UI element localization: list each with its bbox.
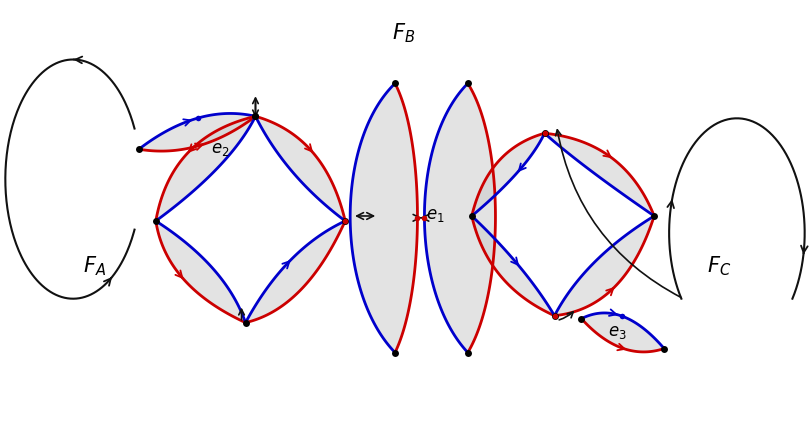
Polygon shape — [554, 216, 654, 316]
Polygon shape — [425, 83, 495, 352]
Polygon shape — [582, 313, 664, 352]
Polygon shape — [139, 113, 256, 151]
Polygon shape — [256, 116, 345, 221]
Text: $F_C$: $F_C$ — [707, 254, 731, 277]
Text: $e_3$: $e_3$ — [608, 324, 627, 341]
Text: $F_A$: $F_A$ — [83, 254, 105, 277]
Polygon shape — [245, 221, 345, 322]
Polygon shape — [544, 133, 654, 216]
Polygon shape — [472, 133, 544, 216]
Text: $e_1$: $e_1$ — [426, 208, 444, 224]
Polygon shape — [472, 216, 554, 316]
Polygon shape — [350, 83, 417, 352]
Polygon shape — [156, 221, 245, 322]
Text: $F_B$: $F_B$ — [392, 22, 416, 45]
Text: $e_2$: $e_2$ — [211, 141, 230, 158]
Polygon shape — [156, 116, 256, 221]
